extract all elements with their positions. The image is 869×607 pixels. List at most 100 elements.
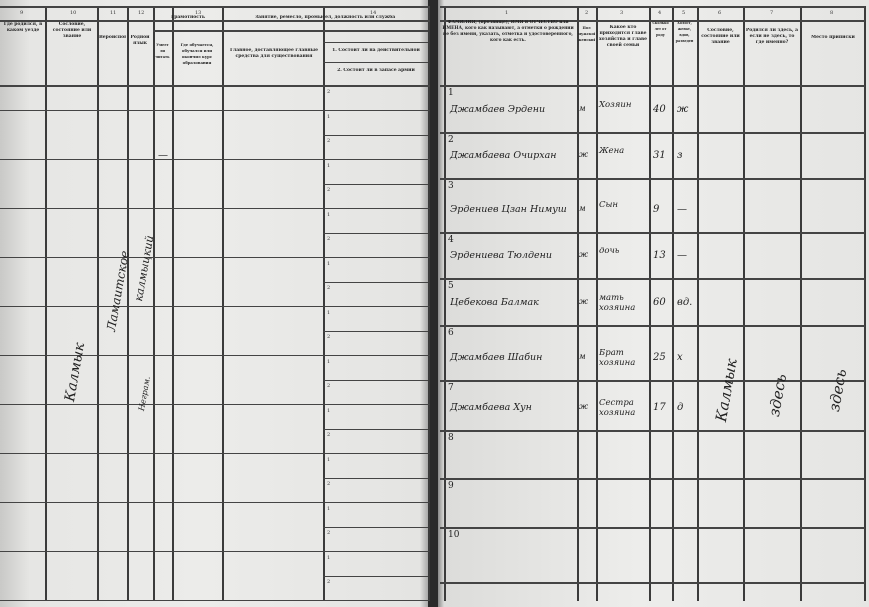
subrow-number: 2	[327, 89, 331, 95]
column-rule	[577, 6, 579, 601]
person-marital: —	[677, 250, 687, 261]
subrow-number: 2	[327, 383, 331, 389]
header-name: ФАМИЛИЯ, (прозвище), ИМЯ и ОТЧЕСТВО или …	[442, 20, 574, 43]
row-rule	[0, 453, 430, 454]
person-relation: Жена	[599, 146, 625, 156]
row-number: 1	[448, 88, 454, 98]
subrow-number: 1	[327, 554, 331, 561]
row-rule	[0, 110, 430, 111]
person-sex: м	[579, 204, 586, 213]
row-rule	[323, 281, 428, 283]
column-rule	[153, 6, 155, 601]
subrow-number: 2	[327, 187, 331, 193]
person-relation: дочь	[599, 246, 620, 256]
row-rule	[440, 478, 865, 480]
person-marital: ж	[677, 104, 689, 115]
header-col10: Сословие, состояние или звание	[52, 22, 92, 39]
row-rule	[0, 159, 430, 160]
left-census-page	[0, 0, 430, 607]
subrow-number: 1	[327, 113, 331, 120]
subrow-number: 1	[327, 407, 331, 414]
row-number: 6	[448, 328, 454, 338]
row-rule	[0, 306, 430, 307]
person-name: Джамбаев Шабин	[450, 352, 543, 363]
row-number: 3	[448, 181, 454, 191]
row-rule	[0, 208, 430, 209]
person-age: 40	[653, 104, 666, 115]
row-rule	[0, 404, 430, 405]
row-number: 9	[448, 481, 454, 491]
row-rule	[222, 30, 428, 32]
row-rule	[0, 502, 430, 503]
column-number: 12	[138, 10, 145, 16]
row-rule	[0, 20, 430, 22]
column-rule	[323, 6, 325, 601]
row-rule	[440, 278, 865, 280]
column-rule	[697, 6, 699, 601]
subrow-number: 1	[327, 456, 331, 463]
column-rule	[428, 6, 430, 601]
row-number: 5	[448, 281, 454, 291]
book-spine	[428, 0, 438, 607]
column-rule	[222, 6, 224, 601]
column-number: 10	[70, 10, 77, 16]
person-relation: Брат хозяина	[599, 348, 636, 368]
header-occ-main: Главное, доставляющее главные средства д…	[229, 48, 319, 59]
person-name: Эрдениев Цзан Нимуш	[450, 204, 567, 215]
row-rule	[440, 325, 865, 327]
person-marital: з	[677, 150, 683, 161]
header-col8: Место приписки	[811, 35, 855, 40]
row-rule	[440, 232, 865, 234]
person-name: Цебекова Балмак	[450, 297, 539, 308]
column-rule	[127, 6, 129, 601]
header-age: Сколько лет от роду	[652, 21, 669, 37]
col13a-entry: —	[158, 150, 168, 161]
row-rule	[323, 134, 428, 136]
person-name: Джамбаева Хун	[450, 402, 532, 413]
row-rule	[0, 85, 430, 87]
row-rule	[323, 575, 428, 577]
row-rule	[440, 582, 865, 584]
column-rule	[172, 6, 174, 601]
column-number: 6	[718, 10, 722, 16]
row-rule	[0, 355, 430, 356]
row-rule	[0, 551, 430, 552]
column-rule	[672, 6, 674, 601]
subrow-number: 2	[327, 530, 331, 536]
column-rule	[800, 6, 802, 601]
column-number: 1	[505, 10, 509, 16]
subrow-number: 2	[327, 236, 331, 242]
person-marital: д	[677, 402, 684, 413]
person-marital: вд.	[677, 297, 693, 308]
row-rule	[0, 600, 430, 601]
column-rule	[864, 6, 866, 601]
row-rule	[440, 6, 865, 8]
column-rule	[743, 6, 745, 601]
column-rule	[45, 6, 47, 601]
header-relation: Какое кто приходится главе хозяйства и г…	[598, 25, 648, 48]
row-rule	[323, 477, 428, 479]
column-rule	[649, 6, 651, 601]
person-age: 13	[653, 250, 666, 261]
column-number: 7	[770, 10, 774, 16]
subrow-number: 2	[327, 579, 331, 585]
header-literacy-a: Умеет ли читать	[155, 43, 170, 59]
row-number: 7	[448, 383, 454, 393]
row-rule	[323, 183, 428, 185]
right-census-page	[436, 0, 869, 607]
header-col7: Родился ли здесь, а если не здесь, то гд…	[745, 28, 799, 45]
row-number: 2	[448, 135, 454, 145]
row-rule	[323, 526, 428, 528]
person-age: 9	[653, 204, 660, 215]
person-relation: Сестра хозяина	[599, 398, 636, 418]
header-occ-sub1: 1. Состоит ли на действительной	[332, 48, 420, 53]
person-marital: х	[677, 352, 683, 363]
column-number: 9	[20, 10, 24, 16]
person-relation: мать хозяина	[599, 293, 636, 313]
subrow-number: 2	[327, 285, 331, 291]
row-rule	[323, 232, 428, 234]
header-occ-sub2: 2. Состоит ли в запасе армии	[337, 68, 415, 73]
subrow-number: 2	[327, 481, 331, 487]
column-rule	[97, 6, 99, 601]
person-age: 17	[653, 402, 666, 413]
